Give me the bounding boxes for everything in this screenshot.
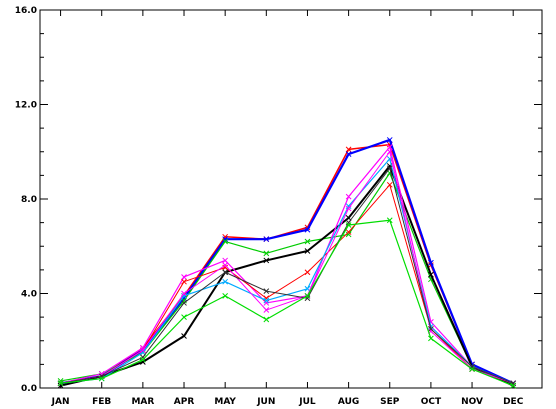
data-point (263, 257, 270, 264)
data-point (469, 366, 475, 372)
data-point (181, 293, 187, 299)
data-point (345, 229, 352, 235)
x-tick-label: SEP (380, 397, 400, 407)
data-point (181, 274, 187, 280)
data-point (510, 382, 517, 389)
data-point (428, 271, 434, 278)
x-tick-label: AUG (338, 397, 359, 407)
data-point (345, 151, 352, 157)
series-line-8 (60, 151, 514, 384)
x-tick-label: JUL (298, 397, 316, 407)
data-point (181, 333, 187, 339)
series-line-2 (60, 138, 514, 385)
data-point (386, 144, 393, 150)
axes-layer (40, 9, 542, 389)
y-tick-label: 12.0 (15, 101, 37, 111)
data-point (263, 236, 270, 243)
data-point (57, 382, 64, 389)
data-point (222, 278, 229, 285)
data-point (428, 259, 434, 266)
data-point (263, 250, 270, 257)
data-point (428, 326, 434, 332)
data-point (263, 307, 270, 313)
data-point (181, 314, 187, 320)
series-line-10 (60, 219, 514, 387)
data-point (304, 248, 311, 254)
data-point (98, 375, 105, 382)
data-point (304, 285, 311, 292)
x-tick-label: JUN (256, 397, 275, 407)
data-point (386, 181, 393, 188)
y-tick-label: 4.0 (21, 290, 37, 300)
x-tick-label: MAY (214, 397, 236, 407)
data-point (345, 215, 352, 221)
data-point (263, 288, 270, 294)
data-point (222, 293, 229, 299)
y-tick-label: 0.0 (21, 384, 37, 394)
data-point (263, 297, 270, 304)
series-line-3 (60, 172, 514, 384)
data-point (386, 137, 393, 143)
series-line-1 (60, 143, 514, 385)
data-point (222, 262, 229, 269)
series-line-4 (60, 164, 514, 387)
data-point (304, 226, 311, 233)
data-point (345, 146, 352, 153)
data-point (386, 148, 393, 155)
y-tick-label: 16.0 (15, 6, 37, 16)
y-tick-label: 8.0 (21, 195, 37, 205)
data-point (345, 231, 352, 238)
data-point (222, 269, 229, 276)
data-point (386, 165, 393, 172)
data-point (181, 290, 187, 297)
data-point (345, 193, 352, 200)
data-point (222, 236, 229, 243)
labels-layer: JAN FEB MAR APR MAY JUN JUL AUG SEP OCT NOV DEC 0.0 4… (15, 6, 524, 407)
x-tick-label: JAN (51, 397, 70, 407)
data-point (263, 300, 270, 306)
data-point (222, 238, 229, 245)
data-point (57, 380, 64, 387)
series-line-5 (60, 146, 514, 384)
x-tick-label: MAR (131, 397, 154, 407)
data-point (386, 217, 393, 224)
data-point (181, 300, 187, 306)
data-point (140, 354, 146, 361)
x-tick-label: NOV (461, 397, 483, 407)
x-tick-label: OCT (421, 397, 442, 407)
data-point (345, 222, 352, 228)
data-point (345, 205, 352, 212)
data-point (304, 293, 311, 299)
series-line-6 (60, 184, 514, 384)
plot-frame (39, 9, 543, 389)
data-point (304, 238, 311, 245)
data-point (345, 203, 352, 209)
data-point (222, 257, 229, 264)
data-point (140, 356, 146, 363)
x-tick-label: DEC (503, 397, 524, 407)
x-tick-label: FEB (92, 397, 111, 407)
data-point (304, 269, 311, 276)
series-line-9 (60, 167, 514, 384)
data-point (181, 278, 187, 285)
data-point (263, 316, 270, 323)
data-point (140, 347, 146, 354)
series-layer (57, 137, 517, 389)
data-point (428, 335, 434, 342)
x-tick-label: APR (174, 397, 195, 407)
